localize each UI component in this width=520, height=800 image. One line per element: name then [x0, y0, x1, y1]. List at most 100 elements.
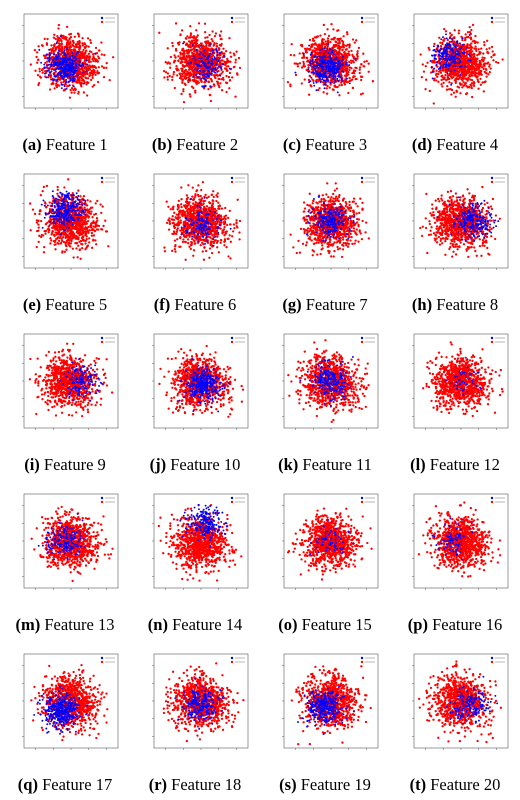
- point: [55, 75, 58, 78]
- point: [430, 66, 433, 69]
- point: [215, 49, 218, 52]
- point: [184, 76, 188, 79]
- point: [44, 61, 47, 65]
- point: [198, 60, 201, 63]
- point: [207, 75, 210, 78]
- point: [458, 42, 461, 45]
- point: [57, 47, 60, 50]
- point: [346, 65, 349, 68]
- point: [200, 66, 203, 69]
- point: [187, 76, 190, 79]
- point: [470, 74, 474, 77]
- point: [223, 52, 226, 55]
- point: [479, 77, 482, 80]
- point: [488, 47, 491, 50]
- point: [59, 63, 62, 65]
- point: [345, 31, 349, 34]
- point: [441, 68, 445, 71]
- point: [69, 49, 72, 52]
- point: [433, 48, 436, 51]
- point: [336, 63, 339, 66]
- point: [343, 55, 347, 58]
- point: [433, 61, 436, 64]
- point: [206, 62, 209, 65]
- point: [439, 71, 443, 74]
- point: [306, 59, 310, 62]
- point: [438, 51, 441, 54]
- point: [82, 48, 85, 52]
- point: [322, 55, 325, 58]
- point: [335, 56, 338, 59]
- point: [182, 75, 185, 78]
- point: [303, 78, 306, 81]
- point: [234, 58, 237, 61]
- point: [492, 59, 495, 62]
- point: [51, 64, 54, 66]
- point: [180, 58, 183, 61]
- point: [487, 73, 490, 76]
- point: [481, 66, 484, 69]
- point: [475, 60, 478, 63]
- point: [222, 47, 225, 50]
- point: [201, 85, 204, 88]
- point: [358, 68, 361, 71]
- point: [448, 78, 451, 81]
- point: [474, 68, 477, 72]
- point: [446, 42, 449, 45]
- point: [431, 71, 434, 73]
- point: [211, 57, 214, 60]
- point: [60, 46, 64, 50]
- point: [197, 55, 201, 58]
- point: [58, 44, 62, 48]
- point: [88, 55, 91, 58]
- point: [307, 47, 311, 51]
- point: [93, 69, 96, 73]
- point: [305, 56, 308, 60]
- point: [209, 52, 212, 55]
- point: [458, 57, 461, 60]
- point: [435, 58, 438, 60]
- point: [333, 82, 336, 84]
- point: [192, 55, 195, 58]
- point: [81, 53, 84, 56]
- point: [479, 83, 483, 86]
- point: [450, 61, 453, 64]
- point: [443, 77, 446, 81]
- point: [345, 71, 348, 74]
- point: [38, 75, 42, 78]
- point: [92, 55, 95, 58]
- point: [210, 72, 213, 75]
- panel-label: (b): [152, 135, 172, 154]
- point: [193, 50, 196, 53]
- point: [461, 37, 464, 40]
- point: [344, 69, 348, 72]
- point: [196, 34, 199, 37]
- point: [60, 49, 63, 52]
- point: [73, 45, 76, 48]
- point: [454, 62, 457, 65]
- point: [215, 63, 217, 66]
- point: [467, 62, 470, 65]
- point: [444, 67, 448, 70]
- point: [461, 63, 464, 67]
- point: [186, 50, 189, 53]
- point: [324, 50, 327, 53]
- point: [58, 84, 61, 87]
- point: [470, 70, 474, 73]
- point: [88, 241, 91, 244]
- point: [43, 66, 46, 69]
- point: [183, 49, 186, 53]
- point: [335, 71, 337, 74]
- point: [195, 73, 198, 76]
- point: [78, 76, 81, 79]
- point: [41, 71, 44, 74]
- point: [329, 65, 332, 68]
- point: [466, 68, 470, 71]
- point: [65, 63, 68, 66]
- point: [462, 62, 465, 65]
- point: [355, 39, 358, 42]
- point: [314, 68, 317, 71]
- point: [48, 57, 51, 60]
- panel-caption: (c) Feature 3: [260, 135, 390, 155]
- point: [488, 70, 492, 74]
